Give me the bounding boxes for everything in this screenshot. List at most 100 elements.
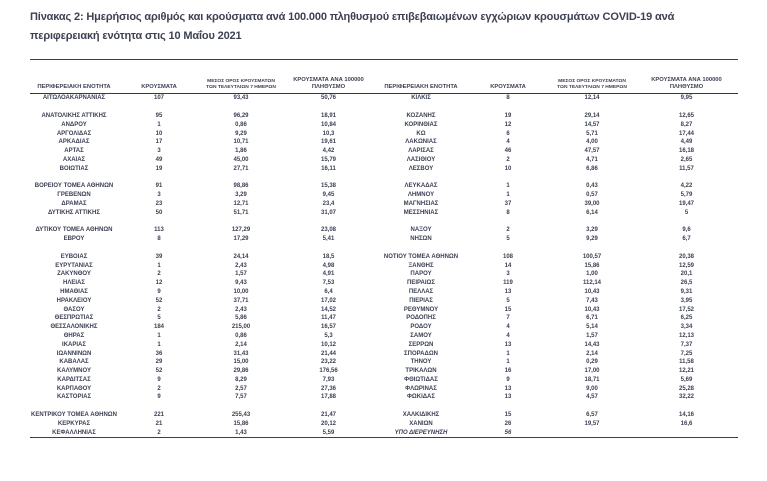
right-region-name-cell: ΠΕΛΛΑΣ <box>408 288 434 295</box>
right-avg7-cell: 5,71 <box>586 130 598 137</box>
right-per100k-cell: 7,25 <box>680 350 693 357</box>
left-cases-cell: 49 <box>155 156 163 163</box>
right-per100k-cell: 20,38 <box>678 253 694 260</box>
right-region-name-cell: ΚΟΡΙΝΘΙΑΣ <box>404 121 438 128</box>
header-per100k-right-line2: ΠΛΗΘΥΣΜΟ <box>669 83 704 90</box>
table-row: ΒΟΙΩΤΙΑΣ 19 27,71 16,11 ΛΕΣΒΟΥ 10 6,86 11,57 <box>30 164 738 173</box>
right-cases-cell: 108 <box>502 253 513 260</box>
spacer-row <box>30 103 738 112</box>
right-per100k-cell: 4,49 <box>680 139 693 146</box>
right-avg7-cell: 3,29 <box>586 227 598 234</box>
left-cases-cell: 95 <box>155 112 163 119</box>
table-row: ΑΝΔΡΟΥ 1 0,86 10,84 ΚΟΡΙΝΘΙΑΣ 12 14,57 8,27 <box>30 120 738 129</box>
left-avg7-cell: 37,71 <box>233 297 249 304</box>
right-avg7-cell: 6,71 <box>586 315 598 322</box>
header-region-right: ΠΕΡΙΦΕΡΕΙΑΚΗ ΕΝΟΤΗΤΑ <box>375 59 467 94</box>
left-avg7-cell: 7,57 <box>235 394 247 401</box>
table-body: ΑΙΤΩΛΟΑΚΑΡΝΑΝΙΑΣ 107 93,43 50,76 ΚΙΛΚΙΣ 8 12,1… <box>30 94 738 438</box>
left-per100k-cell: 21,47 <box>320 412 336 419</box>
left-cases-cell: 50 <box>155 209 163 216</box>
right-avg7-cell: 18,71 <box>584 376 600 383</box>
right-cases-cell: 119 <box>503 280 513 287</box>
right-avg7-cell <box>549 428 635 437</box>
table-row: ΚΑΡΔΙΤΣΑΣ 9 8,29 7,93 ΦΘΙΩΤΙΔΑΣ 9 18,71 5,69 <box>30 376 738 385</box>
right-per100k-cell: 6,25 <box>680 315 693 322</box>
header-avg7-left-line1: ΜΕΣΟΣ ΟΡΟΣ ΚΡΟΥΣΜΑΤΩΝ <box>207 78 275 84</box>
left-cases-cell: 9 <box>157 288 161 295</box>
right-cases-cell: 37 <box>504 200 512 207</box>
table-row: ΚΕΝΤΡΙΚΟΥ ΤΟΜΕΑ ΑΘΗΝΩΝ 221 255,43 21,47 ΧΑΛΚ… <box>30 411 738 420</box>
left-per100k-cell: 50,76 <box>320 95 336 102</box>
left-avg7-cell: 8,29 <box>235 376 247 383</box>
left-per100k-cell: 4,42 <box>322 148 335 155</box>
right-region-name-cell: ΝΟΤΙΟΥ ΤΟΜΕΑ ΑΘΗΝΩΝ <box>383 253 459 260</box>
right-cases-cell: 2 <box>506 156 510 163</box>
left-region-name-cell: ΖΑΚΥΝΘΟΥ <box>57 271 91 278</box>
right-per100k-cell: 8,27 <box>680 121 693 128</box>
table-row: ΚΑΛΥΜΝΟΥ 52 29,86 176,56 ΤΡΙΚΑΛΩΝ 16 17,00 12,2… <box>30 367 738 376</box>
right-cases-cell: 13 <box>504 288 512 295</box>
right-avg7-cell: 6,14 <box>586 209 598 216</box>
left-region-name-cell: ΘΗΡΑΣ <box>63 332 85 339</box>
table-row: ΑΡΓΟΛΙΔΑΣ 10 9,29 10,3 ΚΩ 6 5,71 17,44 <box>30 129 738 138</box>
right-avg7-cell: 10,43 <box>584 288 600 295</box>
left-region-name-cell: ΚΕΝΤΡΙΚΟΥ ΤΟΜΕΑ ΑΘΗΝΩΝ <box>31 412 117 419</box>
table-row: ΘΗΡΑΣ 1 0,86 5,3 ΣΑΜΟΥ 4 1,57 12,13 <box>30 332 738 341</box>
left-region-name-cell: ΑΡΓΟΛΙΔΑΣ <box>56 130 92 137</box>
header-avg7-right: ΜΕΣΟΣ ΟΡΟΣ ΚΡΟΥΣΜΑΤΩΝ ΤΩΝ ΤΕΛΕΥΤΑΙΩΝ 7 Η… <box>549 59 635 94</box>
right-cases-cell: 8 <box>506 209 510 216</box>
left-per100k-cell: 17,02 <box>320 297 336 304</box>
table-row: ΗΡΑΚΛΕΙΟΥ 52 37,71 17,02 ΠΙΕΡΙΑΣ 5 7,43 3,95 <box>30 296 738 305</box>
right-avg7-cell: 4,57 <box>586 394 598 401</box>
right-per100k-cell: 20,1 <box>680 271 693 278</box>
right-avg7-cell: 12,14 <box>584 95 600 102</box>
table-row: ΔΥΤΙΚΗΣ ΑΤΤΙΚΗΣ 50 51,71 31,07 ΜΕΣΣΗΝΙΑΣ 8 6,1… <box>30 208 738 217</box>
left-region-name-cell: ΑΡΤΑΣ <box>64 148 84 155</box>
right-region-name-cell: ΛΑΚΩΝΙΑΣ <box>405 139 437 146</box>
left-avg7-cell: 29,86 <box>233 368 249 375</box>
right-avg7-cell: 7,43 <box>586 297 598 304</box>
right-avg7-cell: 0,43 <box>586 183 598 190</box>
left-region-name-cell: ΔΥΤΙΚΟΥ ΤΟΜΕΑ ΑΘΗΝΩΝ <box>35 227 113 234</box>
left-avg7-cell: 127,29 <box>231 227 251 234</box>
right-avg7-cell: 14,57 <box>584 121 600 128</box>
right-per100k-cell: 16,6 <box>680 420 693 427</box>
right-region-name-cell: ΧΑΝΙΩΝ <box>409 420 433 427</box>
left-avg7-cell: 0,86 <box>235 121 247 128</box>
table-header: ΠΕΡΙΦΕΡΕΙΑΚΗ ΕΝΟΤΗΤΑ ΚΡΟΥΣΜΑΤΑ ΜΕΣΟΣ ΟΡΟ… <box>30 59 738 94</box>
left-region-name-cell: ΕΥΡΥΤΑΝΙΑΣ <box>55 262 93 269</box>
left-avg7-cell: 1,43 <box>235 429 247 436</box>
left-avg7-cell: 1,86 <box>235 148 247 155</box>
right-per100k-cell <box>635 428 738 437</box>
left-cases-cell: 12 <box>155 280 163 287</box>
right-per100k-cell: 25,28 <box>678 385 694 392</box>
right-region-name-cell: ΡΟΔΟΥ <box>410 324 432 331</box>
right-cases-cell: 15 <box>504 412 512 419</box>
right-avg7-cell: 10,43 <box>584 306 600 313</box>
table-row: ΚΑΡΠΑΘΟΥ 2 2,57 27,36 ΦΛΩΡΙΝΑΣ 13 9,00 25,28 <box>30 384 738 393</box>
right-cases-cell: 4 <box>506 139 510 146</box>
spacer-cell <box>30 244 738 253</box>
right-cases-cell: 14 <box>504 262 512 269</box>
table-row: ΔΥΤΙΚΟΥ ΤΟΜΕΑ ΑΘΗΝΩΝ 113 127,29 23,08 ΝΑΞΟΥ 2… <box>30 226 738 235</box>
table-row: ΚΑΣΤΟΡΙΑΣ 9 7,57 17,88 ΦΩΚΙΔΑΣ 13 4,57 32,22 <box>30 393 738 402</box>
right-per100k-cell: 32,22 <box>678 394 694 401</box>
left-cases-cell: 10 <box>155 130 163 137</box>
right-cases-cell: 5 <box>506 297 510 304</box>
right-avg7-cell: 1,00 <box>586 271 598 278</box>
left-region-name-cell: ΗΜΑΘΙΑΣ <box>60 288 88 295</box>
table-row: ΘΑΣΟΥ 2 2,43 14,52 ΡΕΘΥΜΝΟΥ 15 10,43 17,52 <box>30 305 738 314</box>
right-per100k-cell: 16,18 <box>678 148 694 155</box>
right-per100k-cell: 12,65 <box>678 112 694 119</box>
left-per100k-cell: 21,44 <box>320 350 336 357</box>
right-avg7-cell: 17,00 <box>584 368 600 375</box>
right-cases-cell: 19 <box>504 112 512 119</box>
left-region-name-cell: ΑΧΑΪΑΣ <box>62 156 86 163</box>
left-cases-cell: 91 <box>155 183 163 190</box>
left-cases-cell: 2 <box>157 271 161 278</box>
left-avg7-cell: 9,43 <box>235 280 247 287</box>
left-region-name-cell: ΚΑΣΤΟΡΙΑΣ <box>56 394 92 401</box>
left-region-name-cell: ΚΕΡΚΥΡΑΣ <box>57 420 91 427</box>
left-per100k-cell: 17,88 <box>320 394 336 401</box>
spacer-row <box>30 173 738 182</box>
